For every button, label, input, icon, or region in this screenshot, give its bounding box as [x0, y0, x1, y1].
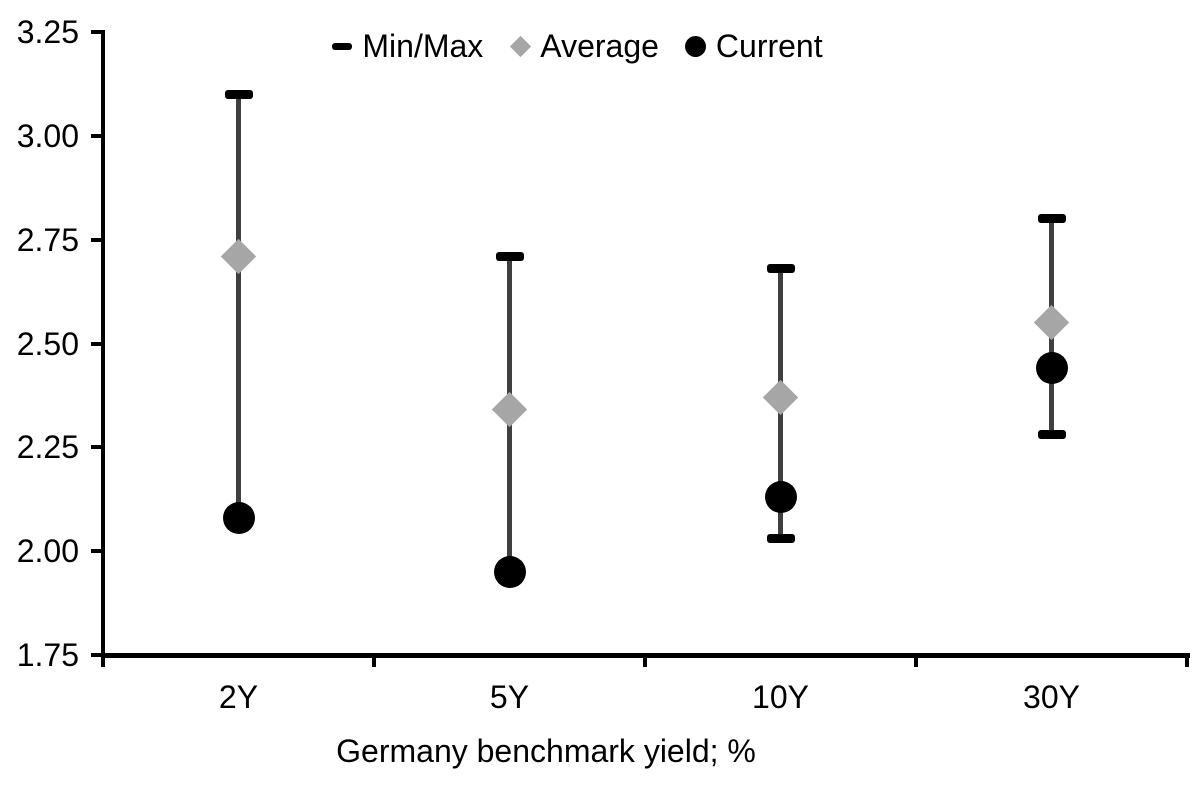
max-cap [224, 89, 253, 99]
dash-swatch [332, 42, 353, 50]
x-category-label: 2Y [218, 679, 259, 715]
legend-item-min-max: Min/Max [329, 28, 483, 64]
y-tick-label: 3.00 [16, 117, 79, 154]
current-circle-marker [493, 555, 526, 588]
legend-item-current: Current [683, 28, 823, 64]
legend: Min/Max Average Current [0, 26, 1152, 66]
x-tick [914, 656, 918, 667]
x-tick [1185, 656, 1189, 667]
legend-label: Current [715, 28, 823, 64]
current-circle-marker [222, 501, 255, 534]
current-circle-marker [764, 481, 797, 514]
circle-swatch [685, 35, 707, 57]
y-tick-label: 2.75 [16, 221, 79, 258]
average-diamond-marker [762, 379, 799, 416]
max-cap [766, 264, 795, 274]
max-cap [1037, 214, 1066, 224]
y-tick [91, 445, 103, 450]
y-tick [91, 237, 103, 242]
max-cap [495, 251, 524, 261]
average-diamond-marker [491, 392, 528, 428]
x-category-label: 10Y [752, 679, 809, 715]
y-tick-label: 3.25 [16, 14, 79, 50]
y-tick [91, 653, 103, 657]
x-tick [643, 656, 647, 667]
min-cap [766, 534, 795, 544]
legend-label: Min/Max [362, 28, 484, 64]
average-diamond-marker [1033, 305, 1070, 341]
y-tick [91, 549, 103, 554]
average-diamond-marker [220, 238, 257, 274]
y-tick [91, 30, 103, 34]
x-tick [372, 656, 376, 667]
x-axis-title: Germany benchmark yield; % [336, 733, 756, 769]
y-tick-label: 2.50 [16, 325, 79, 362]
diamond-swatch [509, 35, 531, 57]
y-tick [91, 133, 103, 138]
legend-item-average: Average [507, 28, 659, 64]
error-bar-line [236, 94, 241, 518]
x-axis-line [101, 653, 1190, 658]
diamond-icon [507, 33, 533, 59]
current-circle-marker [1035, 352, 1068, 385]
y-tick [91, 341, 103, 346]
circle-icon [683, 33, 709, 59]
x-tick [101, 656, 105, 667]
x-category-label: 5Y [489, 679, 530, 715]
y-tick-label: 2.00 [16, 533, 79, 570]
y-tick-label: 2.25 [16, 429, 79, 466]
min-cap [1037, 430, 1066, 440]
dash-icon [329, 33, 355, 59]
y-axis-line [101, 30, 105, 658]
legend-label: Average [540, 28, 659, 64]
y-tick-label: 1.75 [16, 637, 79, 673]
x-category-label: 30Y [1023, 679, 1080, 715]
